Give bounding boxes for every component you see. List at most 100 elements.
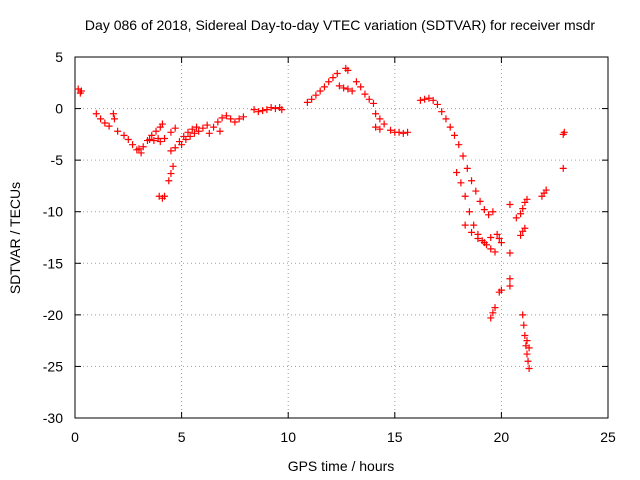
data-point (476, 197, 484, 205)
x-axis-label: GPS time / hours (288, 458, 395, 474)
data-point (461, 221, 469, 229)
data-point (442, 115, 450, 123)
plot-frame (74, 56, 609, 419)
data-point (186, 132, 194, 140)
data-point (519, 205, 527, 213)
data-point (429, 96, 437, 104)
data-point (493, 230, 501, 238)
data-point (512, 214, 520, 222)
y-tick-label: -25 (43, 358, 63, 374)
data-point (455, 141, 463, 149)
data-point (376, 125, 384, 133)
data-point (525, 364, 533, 372)
data-point (137, 149, 145, 157)
series-segment-dip (155, 192, 169, 202)
data-point (480, 206, 488, 214)
axis-tick-labels: 0 5 10 15 20 25 5 0 -5 -10 -15 -20 -25 -30 (43, 49, 616, 445)
data-point (152, 127, 160, 135)
data-point (506, 249, 514, 257)
data-point (171, 144, 179, 152)
data-point (184, 128, 192, 136)
data-point (178, 141, 186, 149)
data-point (463, 164, 471, 172)
data-point (472, 187, 480, 195)
data-point (158, 120, 166, 128)
series-segment-seg7 (250, 104, 286, 116)
data-point (450, 131, 458, 139)
data-point (129, 141, 137, 149)
y-tick-label: -20 (43, 307, 63, 323)
data-point (491, 248, 499, 256)
series-segment-seg3 (146, 134, 169, 146)
data-point (438, 108, 446, 116)
data-point (316, 87, 324, 95)
data-point (559, 164, 567, 172)
data-point (167, 128, 175, 136)
data-point (485, 211, 493, 219)
data-point (521, 331, 529, 339)
data-point (182, 136, 190, 144)
data-points (74, 64, 568, 372)
data-point (218, 114, 226, 122)
data-point (474, 235, 482, 243)
data-point (109, 110, 117, 118)
data-point (114, 127, 122, 135)
data-point (308, 95, 316, 103)
data-point (372, 123, 380, 131)
data-point (489, 309, 497, 317)
y-axis-label: SDTVAR / TECUs (7, 182, 23, 294)
data-point (227, 115, 235, 123)
data-point (303, 98, 311, 106)
y-tick-label: 5 (55, 49, 63, 65)
y-tick-label: -30 (43, 410, 63, 426)
data-point (357, 83, 365, 91)
data-point (491, 304, 499, 312)
data-point (267, 104, 275, 112)
series-segment-seg8 (303, 64, 352, 106)
chart-title: Day 086 of 2018, Sidereal Day-to-day VTE… (85, 17, 595, 33)
series-segment-seg11 (416, 94, 497, 219)
y-tick-label: 0 (55, 101, 63, 117)
data-point (169, 162, 177, 170)
data-point (105, 122, 113, 130)
data-point (465, 208, 473, 216)
data-point (421, 95, 429, 103)
data-point (167, 170, 175, 178)
data-point (254, 108, 262, 116)
series-segment-seg16 (519, 311, 533, 372)
data-point (110, 115, 118, 123)
data-point (210, 123, 218, 131)
data-point (380, 120, 388, 128)
data-point (365, 95, 373, 103)
data-point (372, 110, 380, 118)
data-point (92, 110, 100, 118)
data-point (361, 90, 369, 98)
data-point (348, 87, 356, 95)
data-point (523, 337, 531, 345)
data-point (171, 124, 179, 132)
series-segment-seg9 (348, 78, 388, 133)
data-point (517, 231, 525, 239)
data-point (369, 99, 377, 107)
data-point (497, 239, 505, 247)
data-point (376, 115, 384, 123)
data-point (320, 83, 328, 91)
data-point (523, 195, 531, 203)
series-segment-seg10 (387, 126, 412, 137)
data-point (453, 169, 461, 177)
data-point (150, 137, 158, 145)
x-tick-label: 10 (280, 429, 296, 445)
data-point (195, 127, 203, 135)
y-tick-label: -10 (43, 204, 63, 220)
data-point (214, 118, 222, 126)
data-point (135, 145, 143, 153)
data-point (235, 115, 243, 123)
data-point (525, 344, 533, 352)
data-point (97, 115, 105, 123)
data-point (446, 123, 454, 131)
series-segment-seg5 (178, 121, 211, 149)
data-point (199, 124, 207, 132)
data-point (523, 350, 531, 358)
data-point (344, 66, 352, 74)
